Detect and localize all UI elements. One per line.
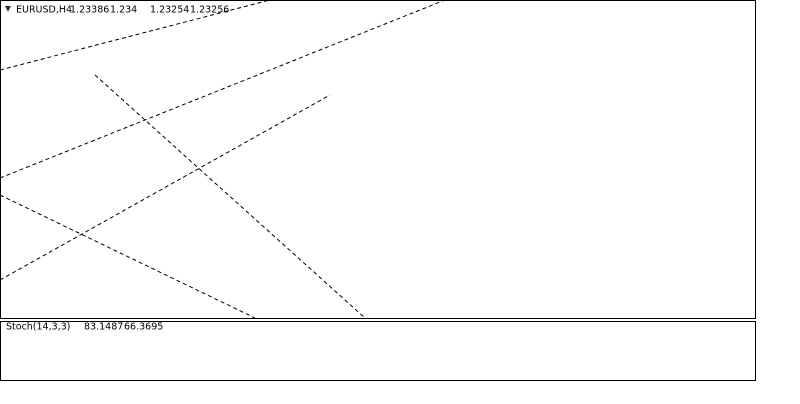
ohlc-low: 1.23254 bbox=[150, 5, 189, 16]
trend-line bbox=[0, 94, 331, 281]
symbol-icon bbox=[5, 6, 11, 12]
ohlc-high: 1.234 bbox=[110, 5, 137, 16]
indicator-name: Stoch(14,3,3) bbox=[6, 322, 70, 333]
ohlc-close: 1.23256 bbox=[190, 5, 229, 16]
trend-lines bbox=[0, 0, 446, 319]
trend-line bbox=[94, 74, 366, 319]
trend-line bbox=[0, 0, 446, 179]
indicator-main: 83.1487 bbox=[84, 322, 123, 333]
trend-line bbox=[0, 194, 256, 319]
trend-line bbox=[0, 0, 271, 71]
indicator-signal: 66.3695 bbox=[124, 322, 163, 333]
main-panel bbox=[0, 0, 756, 319]
stoch-panel bbox=[0, 321, 756, 381]
ohlc-open: 1.23386 bbox=[70, 5, 109, 16]
symbol: EURUSD,H4 bbox=[16, 5, 72, 16]
